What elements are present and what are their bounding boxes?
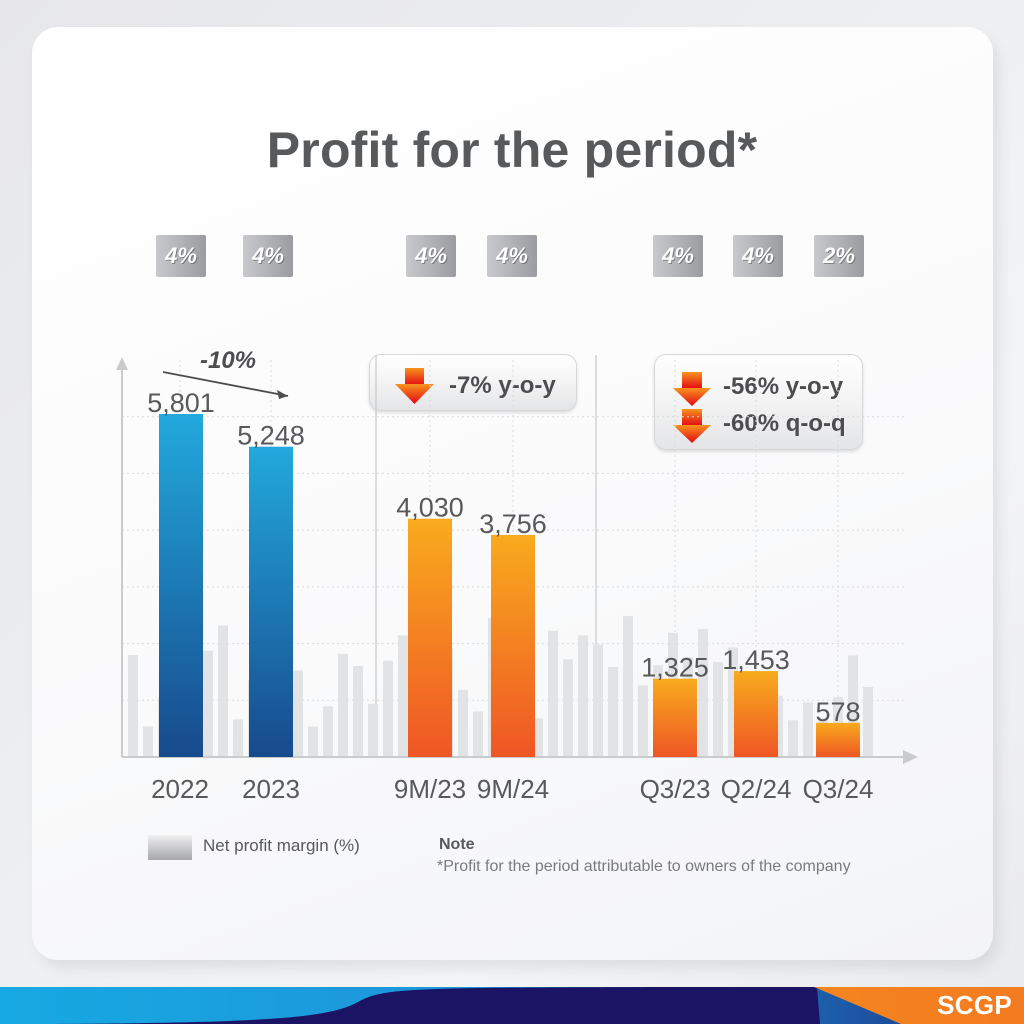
svg-text:2022: 2022 <box>151 774 209 804</box>
svg-text:4,030: 4,030 <box>396 493 464 523</box>
svg-text:2023: 2023 <box>242 774 300 804</box>
svg-text:5,801: 5,801 <box>147 388 215 418</box>
svg-text:Q3/24: Q3/24 <box>803 774 874 804</box>
svg-text:578: 578 <box>815 697 860 727</box>
svg-text:Q2/24: Q2/24 <box>721 774 792 804</box>
svg-text:9M/23: 9M/23 <box>394 774 466 804</box>
svg-text:1,453: 1,453 <box>722 645 790 675</box>
svg-text:Q3/23: Q3/23 <box>640 774 711 804</box>
svg-text:5,248: 5,248 <box>237 421 305 451</box>
svg-text:3,756: 3,756 <box>479 509 547 539</box>
svg-text:1,325: 1,325 <box>641 653 709 683</box>
svg-text:9M/24: 9M/24 <box>477 774 549 804</box>
svg-text:-10%: -10% <box>200 347 256 374</box>
